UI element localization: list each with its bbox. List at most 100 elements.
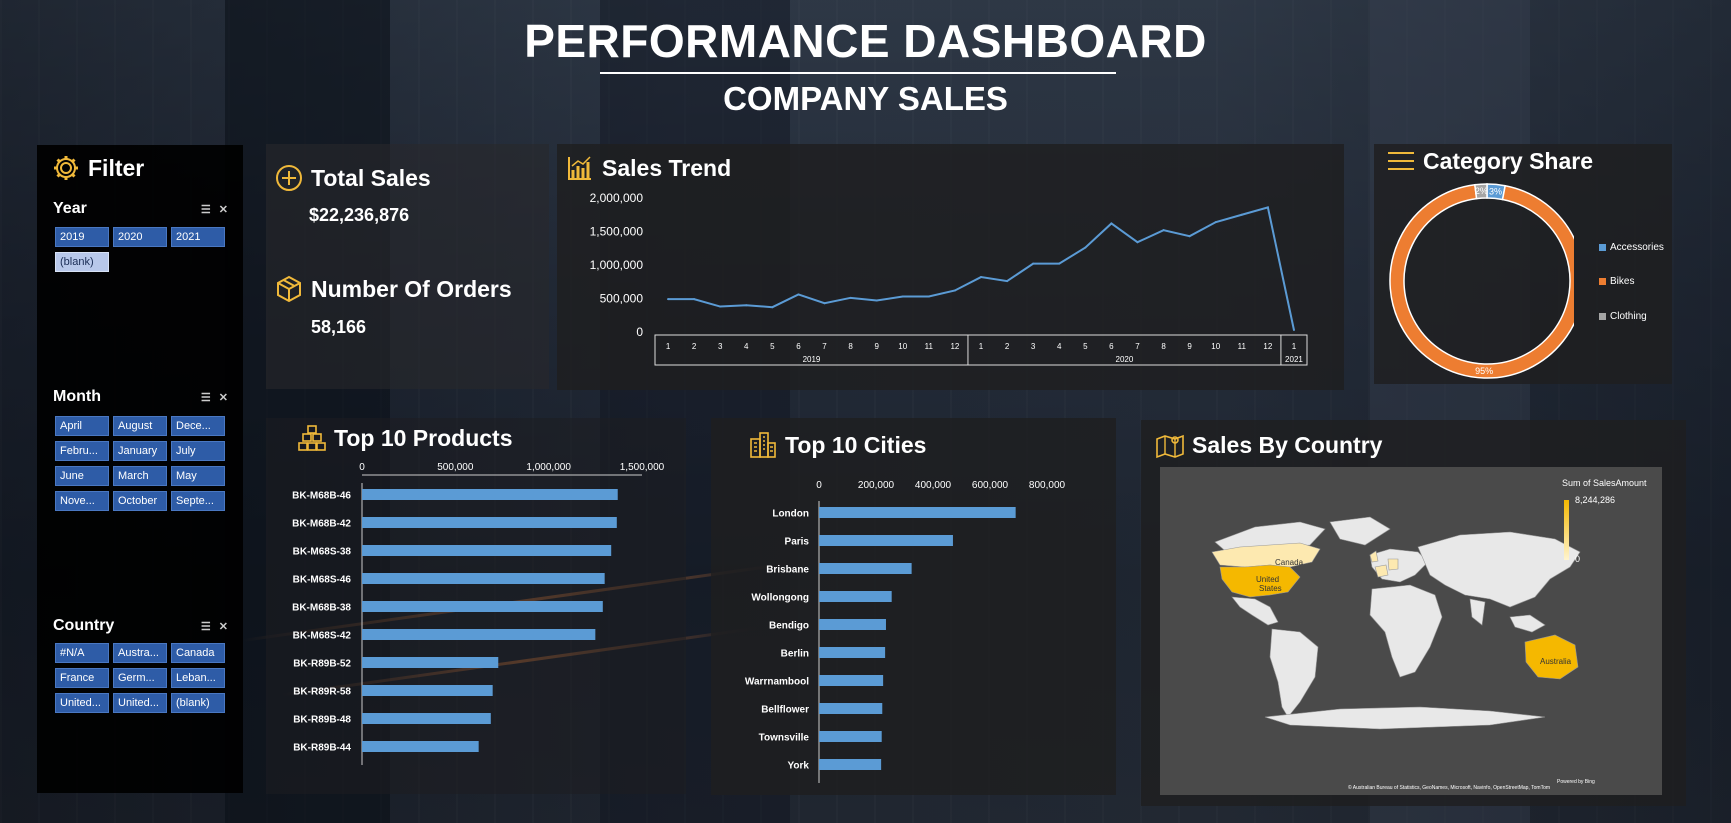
trend-point	[1006, 280, 1009, 283]
x-tick-label: 2	[1005, 342, 1010, 351]
box-icon	[275, 275, 303, 303]
category-donut-chart: 3% 95% 2%	[1389, 183, 1574, 379]
category-label: BK-M68S-46	[293, 575, 352, 586]
trend-point	[1032, 262, 1035, 265]
slicer-chip[interactable]: Nove...	[55, 491, 109, 511]
map-canvas[interactable]: Canada United States Australia Sum of Sa…	[1160, 467, 1662, 795]
multi-select-icon[interactable]: ☰	[200, 620, 211, 633]
category-label: Warrnambool	[745, 677, 809, 688]
slicer-chip[interactable]: August	[113, 416, 167, 436]
trend-point	[875, 299, 878, 302]
slicer-chip[interactable]: October	[113, 491, 167, 511]
trend-point	[1162, 229, 1165, 232]
x-axis-box	[654, 334, 1308, 366]
legend-label: Accessories	[1610, 242, 1664, 253]
asia-region	[1417, 531, 1581, 608]
x-tick-label: 8	[1161, 342, 1166, 351]
trend-point	[693, 298, 696, 301]
slicer-chip[interactable]: 2019	[55, 227, 109, 247]
slicer-chip[interactable]: 2021	[171, 227, 225, 247]
map-pin-icon	[1156, 431, 1184, 459]
multi-select-icon[interactable]: ☰	[200, 203, 211, 216]
total-sales-header: Total Sales	[275, 164, 431, 192]
canada-region[interactable]	[1211, 542, 1321, 568]
slicer-chip[interactable]: Canada	[171, 643, 225, 663]
slicer-chip[interactable]: May	[171, 466, 225, 486]
trend-point	[1240, 213, 1243, 216]
clear-filter-icon[interactable]: ✕	[218, 620, 228, 633]
x-tick-label: 6	[796, 342, 801, 351]
slicer-chip[interactable]: United...	[55, 693, 109, 713]
clear-filter-icon[interactable]: ✕	[218, 203, 228, 216]
slicer-chip[interactable]: Dece...	[171, 416, 225, 436]
slicer-chip[interactable]: April	[55, 416, 109, 436]
trend-point	[1292, 328, 1295, 331]
bar	[819, 703, 883, 714]
x-tick-label: 600,000	[972, 480, 1009, 491]
title-divider	[599, 72, 1116, 74]
trend-point	[771, 306, 774, 309]
slicer-chip[interactable]: France	[55, 668, 109, 688]
bar	[819, 731, 882, 742]
clear-filter-icon[interactable]: ✕	[218, 391, 228, 404]
trend-point	[1058, 262, 1061, 265]
slicer-chip[interactable]: #N/A	[55, 643, 109, 663]
trend-point	[797, 293, 800, 296]
x-year-label: 2020	[1116, 355, 1134, 364]
world-map: Canada United States Australia Sum of Sa…	[1211, 478, 1647, 791]
multi-select-icon[interactable]: ☰	[200, 391, 211, 404]
trend-point	[1136, 241, 1139, 244]
trend-point	[901, 295, 904, 298]
legend-swatch	[1599, 313, 1606, 320]
bar	[819, 507, 1016, 518]
category-share-title: Category Share	[1423, 147, 1594, 174]
slicer-chip[interactable]: Febru...	[55, 441, 109, 461]
slicer-chip[interactable]: (blank)	[55, 252, 109, 272]
year-slicer-label: Year	[53, 200, 87, 217]
germany-region[interactable]	[1387, 558, 1399, 571]
category-label: Townsville	[759, 733, 810, 744]
gear-icon	[52, 154, 80, 182]
united-kingdom-region[interactable]	[1369, 550, 1379, 563]
plus-circle-icon	[275, 164, 303, 192]
france-region[interactable]	[1374, 564, 1389, 578]
slicer-chip[interactable]: Austra...	[113, 643, 167, 663]
united-states-region[interactable]	[1219, 564, 1301, 598]
top-cities-title: Top 10 Cities	[785, 431, 927, 458]
slicer-chip[interactable]: July	[171, 441, 225, 461]
slicer-chip[interactable]: 2020	[113, 227, 167, 247]
trend-point	[1188, 235, 1191, 238]
category-label: BK-R89B-44	[293, 743, 351, 754]
year-slicer-header: Year ☰ ✕	[53, 200, 228, 218]
map-label-canada: Canada	[1275, 558, 1304, 567]
indonesia-region	[1509, 614, 1546, 633]
trend-point	[849, 296, 852, 299]
australia-region[interactable]	[1524, 634, 1579, 680]
legend-swatch	[1599, 278, 1606, 285]
orders-header: Number Of Orders	[275, 275, 512, 303]
bar	[819, 759, 882, 770]
x-tick-label: 1,000,000	[526, 462, 571, 473]
category-label: Berlin	[781, 649, 809, 660]
country-map-title: Sales By Country	[1192, 431, 1383, 458]
slicer-chip[interactable]: June	[55, 466, 109, 486]
x-tick-label: 4	[1057, 342, 1062, 351]
trend-point	[1084, 246, 1087, 249]
slicer-chip[interactable]: January	[113, 441, 167, 461]
map-label-us: United	[1256, 575, 1279, 584]
india-region	[1469, 598, 1486, 626]
x-tick-label: 4	[744, 342, 749, 351]
slicer-chip[interactable]: United...	[113, 693, 167, 713]
slicer-chip[interactable]: March	[113, 466, 167, 486]
slicer-chip[interactable]: Septe...	[171, 491, 225, 511]
category-label: BK-R89B-48	[293, 715, 351, 726]
trend-point	[745, 304, 748, 307]
top-products-title: Top 10 Products	[334, 424, 513, 451]
slicer-chip[interactable]: Germ...	[113, 668, 167, 688]
slicer-chip[interactable]: Leban...	[171, 668, 225, 688]
bar	[819, 647, 886, 658]
header: PERFORMANCE DASHBOARD COMPANY SALES	[0, 14, 1731, 118]
x-tick-label: 6	[1109, 342, 1114, 351]
slicer-chip[interactable]: (blank)	[171, 693, 225, 713]
bar	[362, 713, 491, 724]
